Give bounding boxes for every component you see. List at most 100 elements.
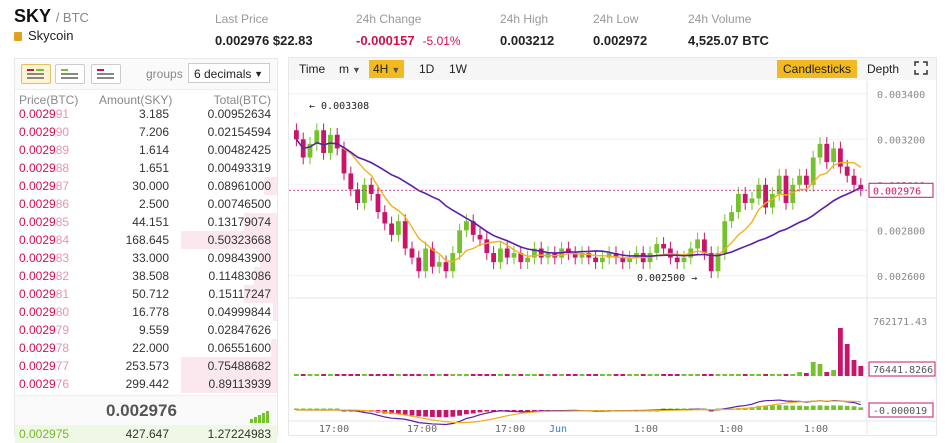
depth-button[interactable]: Depth	[867, 62, 900, 76]
candle-body	[722, 221, 728, 254]
bid-row[interactable]: 0.002975 427.647 1.27224983	[15, 425, 277, 443]
x-axis-label: 1:00	[804, 424, 828, 434]
ask-row[interactable]: 0.002982 38.508 0.11483086	[15, 267, 277, 285]
stat-label: 24h Volume	[688, 12, 752, 26]
ask-total: 0.15117247	[208, 287, 271, 301]
ask-row[interactable]: 0.002986 2.500 0.00746500	[15, 195, 277, 213]
chart-panel: Time m ▼ 4H ▼ 1D 1W Candlesticks Depth 0.0…	[288, 57, 937, 436]
volume-bar	[307, 374, 313, 376]
candle-body	[749, 198, 755, 204]
volume-tag	[868, 361, 936, 377]
price-chart[interactable]: 0.0034000.0032000.0030000.0028000.002600…	[289, 81, 936, 434]
volume-bar	[613, 374, 619, 376]
volume-bar	[600, 374, 605, 376]
volume-bar	[838, 328, 843, 376]
candle-body	[838, 148, 843, 167]
decimals-select[interactable]: 6 decimals ▼	[188, 63, 270, 83]
order-book: groups 6 decimals ▼ Price(BTC) Amount(SKY…	[14, 58, 278, 443]
x-axis-label: 1:00	[634, 424, 658, 434]
col-header-amount: Amount(SKY)	[99, 93, 173, 107]
macd-bar	[443, 410, 449, 418]
candle-body	[824, 143, 830, 163]
depth-bar	[264, 177, 277, 195]
ask-amount: 7.206	[138, 125, 169, 139]
volume-bar	[756, 374, 762, 376]
macd-bar	[810, 405, 816, 410]
ask-total: 0.08961000	[207, 179, 271, 193]
ask-row[interactable]: 0.002977 253.573 0.75488682	[15, 357, 277, 375]
minutes-dropdown[interactable]: m ▼	[335, 60, 365, 78]
price-axis-label: 0.002800	[877, 226, 925, 237]
volume-bar	[321, 374, 326, 376]
ask-row[interactable]: 0.002976 299.442 0.89113939	[15, 375, 277, 393]
ask-row[interactable]: 0.002980 16.778 0.04999844	[15, 303, 277, 321]
candle-body	[708, 253, 714, 272]
ask-total: 0.00952634	[207, 107, 271, 121]
candle-body	[844, 166, 850, 176]
candle-body	[498, 248, 503, 263]
ask-row[interactable]: 0.002987 30.000 0.08961000	[15, 177, 277, 195]
interval-1w-button[interactable]: 1W	[449, 62, 467, 76]
view-asks-button[interactable]	[91, 64, 121, 84]
view-bids-button[interactable]	[55, 64, 85, 84]
candle-body	[307, 143, 313, 158]
ask-amount: 22.000	[132, 341, 169, 355]
ask-row[interactable]: 0.002981 50.712 0.15117247	[15, 285, 277, 303]
candle-body	[430, 248, 435, 267]
ask-row[interactable]: 0.002979 9.559 0.02847626	[15, 321, 277, 339]
candle-body	[756, 184, 762, 199]
volume-bar	[464, 374, 469, 376]
last-price-row: 0.002976	[15, 395, 277, 427]
time-button[interactable]: Time	[299, 62, 326, 76]
candle-body	[817, 143, 823, 158]
candle-body	[464, 221, 469, 231]
volume-bar	[382, 374, 388, 376]
volume-bar	[538, 374, 544, 376]
ask-row[interactable]: 0.002978 22.000 0.06551600	[15, 339, 277, 357]
candle-body	[810, 157, 816, 185]
bid-price: 0.002975	[19, 427, 70, 441]
chart-toolbar: Time m ▼ 4H ▼ 1D 1W Candlesticks Depth	[289, 58, 936, 80]
candle-body	[736, 193, 741, 213]
price-axis-label: 0.003400	[877, 90, 925, 101]
candlesticks-button[interactable]: Candlesticks	[777, 60, 858, 78]
info-icon	[14, 32, 22, 41]
candle-body	[600, 257, 605, 263]
volume-bar	[579, 374, 585, 376]
fullscreen-icon[interactable]	[914, 61, 928, 75]
macd-bar	[402, 410, 408, 415]
ask-row[interactable]: 0.002985 44.151 0.13179074	[15, 213, 277, 231]
macd-bar	[770, 405, 775, 410]
ask-row[interactable]: 0.002991 3.185 0.00952634	[15, 105, 277, 123]
volume-bar	[511, 374, 517, 376]
volume-bar	[606, 374, 612, 376]
candle-body	[742, 193, 748, 204]
candle-body	[715, 253, 721, 272]
ask-amount: 1.614	[138, 143, 169, 157]
candle-body	[423, 248, 428, 272]
macd-bar	[409, 410, 415, 416]
depth-bar	[181, 375, 277, 393]
macd-bar	[389, 410, 394, 415]
ask-row[interactable]: 0.002990 7.206 0.02154594	[15, 123, 277, 141]
ask-total: 0.00482425	[207, 143, 271, 157]
ask-amount: 16.778	[132, 305, 169, 319]
ask-row[interactable]: 0.002984 168.645 0.50323668	[15, 231, 277, 249]
view-both-button[interactable]	[21, 64, 51, 84]
ask-price: 0.002989	[19, 143, 70, 157]
volume-bar	[498, 374, 503, 376]
ask-row[interactable]: 0.002983 33.000 0.09843900	[15, 249, 277, 267]
ask-row[interactable]: 0.002989 1.614 0.00482425	[15, 141, 277, 159]
candle-body	[702, 239, 707, 254]
macd-bar	[416, 410, 422, 417]
ma-fast-line	[295, 138, 862, 263]
macd-bar	[525, 410, 530, 412]
interval-4h-button[interactable]: 4H ▼	[369, 60, 405, 78]
ask-price: 0.002977	[19, 359, 70, 373]
macd-bar	[423, 410, 428, 417]
ask-row[interactable]: 0.002988 1.651 0.00493319	[15, 159, 277, 177]
ask-price: 0.002987	[19, 179, 70, 193]
interval-1d-button[interactable]: 1D	[419, 62, 435, 76]
ask-amount: 50.712	[132, 287, 169, 301]
bid-amount: 427.647	[125, 427, 169, 441]
